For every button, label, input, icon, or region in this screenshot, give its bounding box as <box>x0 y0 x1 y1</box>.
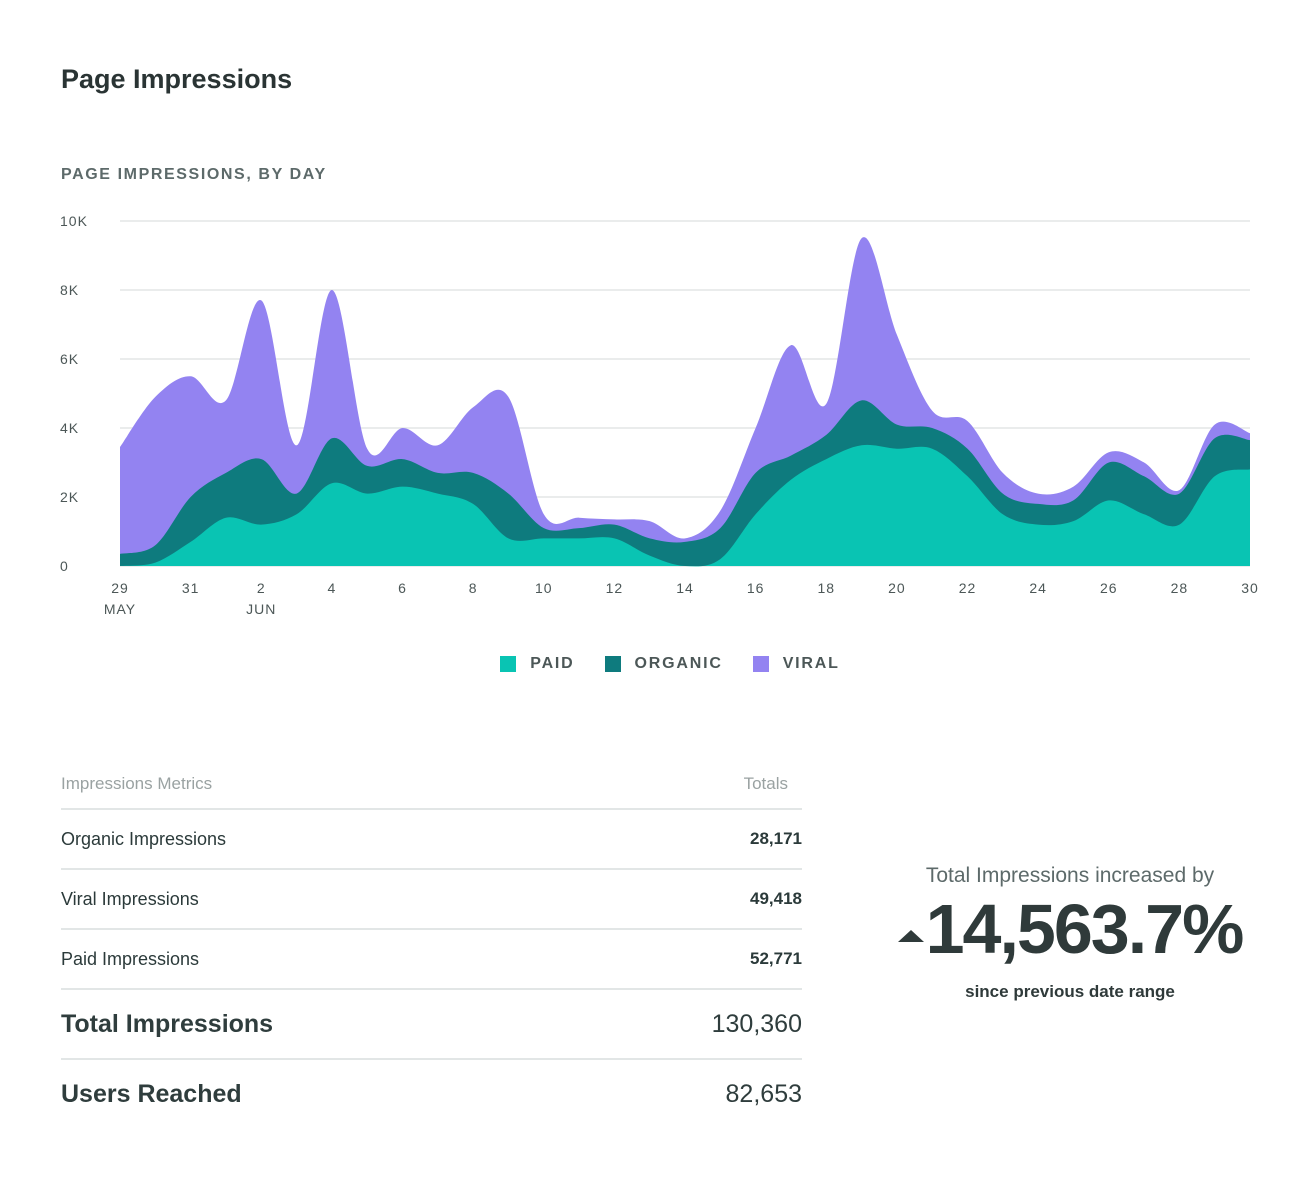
metrics-header: Impressions Metrics Totals <box>61 760 802 810</box>
x-tick-label: 24 <box>1029 580 1047 596</box>
x-tick-label: 26 <box>1100 580 1118 596</box>
x-tick-sublabel: MAY <box>104 601 136 617</box>
summary-panel: Total Impressions increased by 14,563.7%… <box>880 864 1260 1002</box>
metric-label: Paid Impressions <box>61 948 200 969</box>
y-tick-label: 2K <box>60 489 79 505</box>
page-title: Page Impressions <box>61 64 293 94</box>
metric-label: Organic Impressions <box>61 828 227 849</box>
metrics-table: Impressions Metrics Totals Organic Impre… <box>61 760 802 1128</box>
metrics-header-label: Impressions Metrics <box>61 774 213 793</box>
y-tick-label: 6K <box>60 351 79 367</box>
x-tick-label: 22 <box>959 580 977 596</box>
metrics-row-total: Total Impressions 130,360 <box>61 990 802 1060</box>
summary-subtitle: since previous date range <box>965 982 1175 1001</box>
x-tick-label: 2 <box>257 580 266 596</box>
legend-swatch-organic <box>604 656 621 672</box>
y-tick-label: 4K <box>60 420 79 436</box>
legend-item-organic[interactable]: ORGANIC <box>604 655 723 673</box>
metric-value: 52,771 <box>750 949 802 968</box>
legend-swatch-viral <box>752 656 769 672</box>
metric-value: 28,171 <box>750 829 802 848</box>
x-tick-label: 10 <box>535 580 553 596</box>
x-axis: 29 MAY 31 2 JUN 4 6 8 10 12 14 16 18 20 22 24 26 28 30 <box>104 580 1259 617</box>
x-tick-label: 8 <box>469 580 478 596</box>
metrics-row-users-reached: Users Reached 82,653 <box>61 1060 802 1128</box>
arrow-up-icon <box>897 930 924 942</box>
x-tick-label: 6 <box>398 580 407 596</box>
x-tick-label: 18 <box>817 580 835 596</box>
legend-item-paid[interactable]: PAID <box>500 655 574 673</box>
metric-value: 130,360 <box>711 1009 802 1038</box>
legend-swatch-paid <box>500 656 517 672</box>
metrics-header-totals: Totals <box>743 774 788 793</box>
metric-value: 82,653 <box>725 1079 802 1108</box>
metrics-row-viral: Viral Impressions 49,418 <box>61 870 802 930</box>
x-tick-label: 30 <box>1241 580 1259 596</box>
x-tick-label: 4 <box>327 580 336 596</box>
chart-title: PAGE IMPRESSIONS, BY DAY <box>61 166 327 183</box>
x-tick-label: 14 <box>676 580 694 596</box>
y-axis: 0 2K 4K 6K 8K 10K <box>60 213 88 574</box>
metric-value: 49,418 <box>750 889 802 908</box>
x-tick-label: 16 <box>747 580 765 596</box>
legend-label-viral: VIRAL <box>782 655 840 672</box>
y-tick-label: 8K <box>60 282 79 298</box>
metrics-row-paid: Paid Impressions 52,771 <box>61 930 802 990</box>
chart-areas <box>120 237 1250 567</box>
summary-value: 14,563.7% <box>925 890 1245 968</box>
metrics-row-organic: Organic Impressions 28,171 <box>61 810 802 870</box>
x-tick-label: 20 <box>888 580 906 596</box>
y-tick-label: 10K <box>60 213 88 229</box>
area-paid[interactable] <box>120 444 1250 567</box>
x-tick-label: 28 <box>1171 580 1189 596</box>
legend-label-paid: PAID <box>530 655 575 672</box>
metric-label: Total Impressions <box>61 1009 274 1038</box>
summary-label: Total Impressions increased by <box>925 864 1215 887</box>
x-tick-label: 29 <box>111 580 129 596</box>
x-tick-sublabel: JUN <box>246 601 276 617</box>
summary-value-row: 14,563.7% <box>880 894 1260 964</box>
x-tick-label: 31 <box>182 580 200 596</box>
metric-label: Users Reached <box>61 1079 242 1108</box>
chart-legend: PAID ORGANIC VIRAL <box>0 655 1310 673</box>
x-tick-label: 12 <box>606 580 624 596</box>
y-tick-label: 0 <box>60 558 69 574</box>
legend-label-organic: ORGANIC <box>634 655 723 672</box>
legend-item-viral[interactable]: VIRAL <box>752 655 840 673</box>
metric-label: Viral Impressions <box>61 888 199 909</box>
